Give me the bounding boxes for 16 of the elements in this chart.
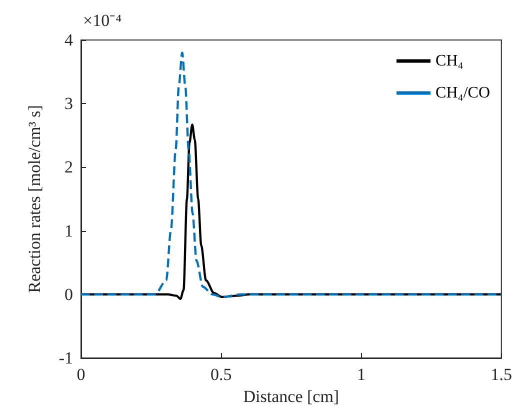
y-tick-label: -1 xyxy=(58,348,73,368)
y-tick-label: 1 xyxy=(64,221,73,240)
x-tick-label: 0.5 xyxy=(210,365,232,384)
line-series xyxy=(80,52,502,298)
text: ×10⁻⁴ xyxy=(83,11,122,30)
y-tick-label: 3 xyxy=(64,94,73,114)
y-axis-title: Reaction rates [mole/cm³ s] xyxy=(25,105,44,293)
x-tick-label: 0 xyxy=(76,365,86,384)
x-axis-title: Distance [cm] xyxy=(243,386,340,406)
x-tick-label: 1 xyxy=(357,365,366,384)
y-tick-label: 0 xyxy=(64,284,73,304)
y-tick-label: 2 xyxy=(64,158,73,177)
legend-label: CH₄/CO xyxy=(436,84,490,102)
x-tick-label: 1.5 xyxy=(490,365,512,384)
legend-label: CH₄ xyxy=(436,52,464,70)
y-tick-label: 4 xyxy=(64,30,74,50)
